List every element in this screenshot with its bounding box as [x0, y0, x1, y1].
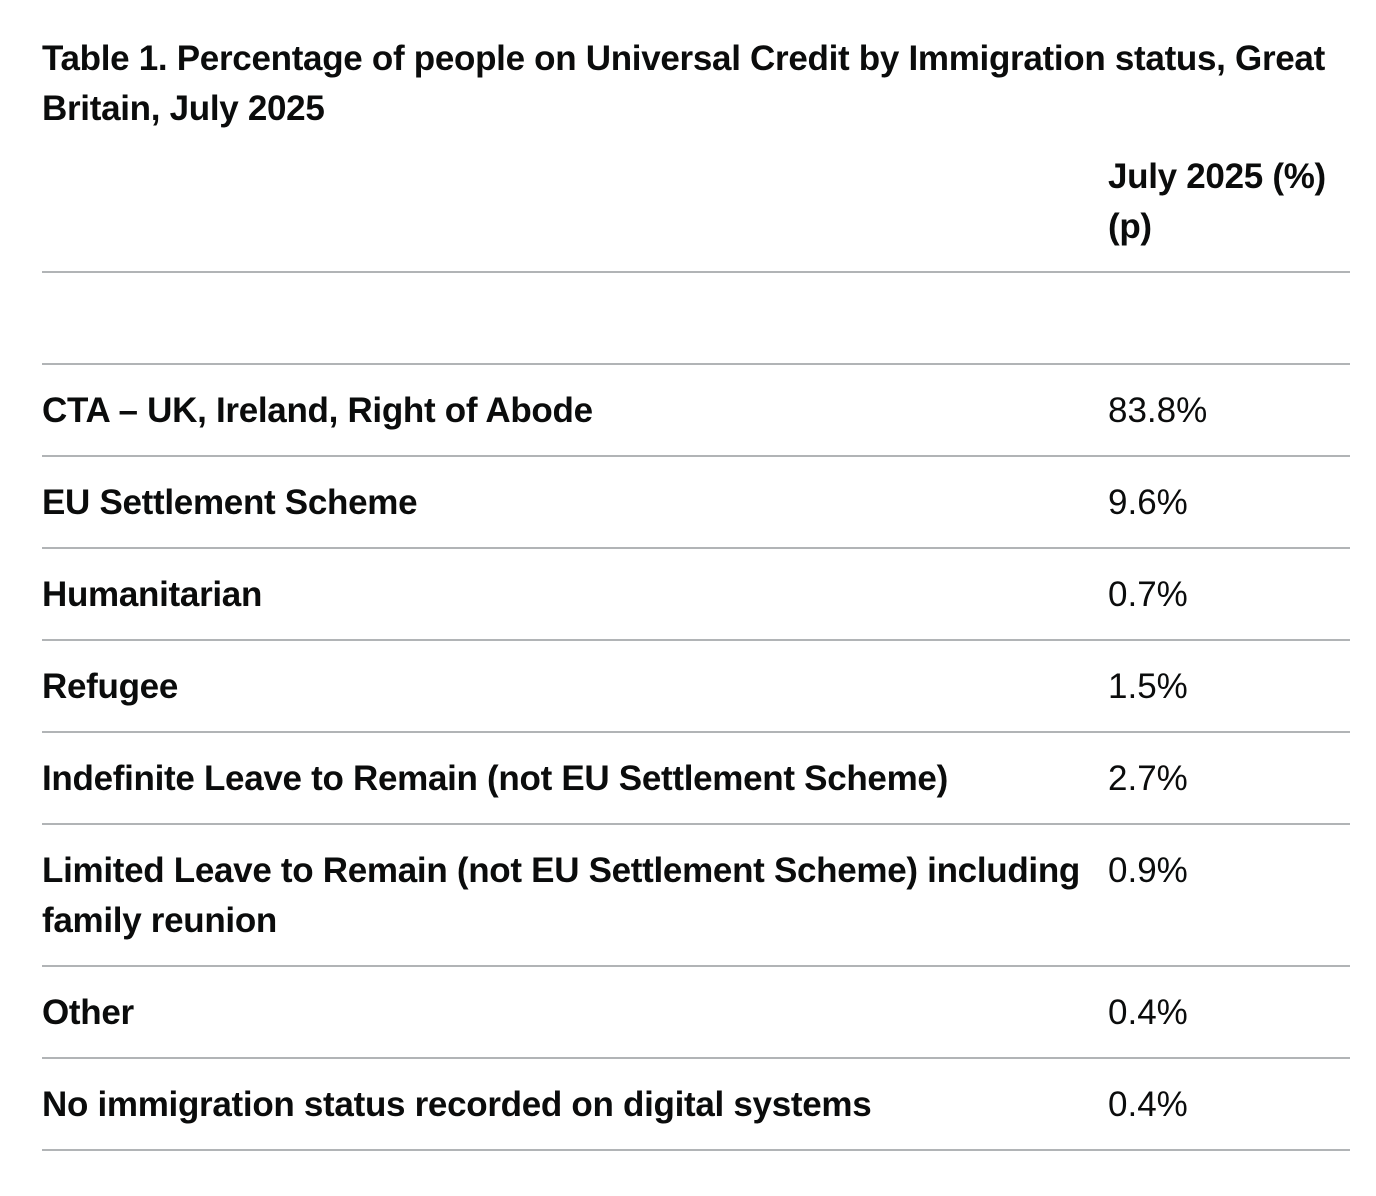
table-row: Indefinite Leave to Remain (not EU Settl… [42, 732, 1350, 825]
data-table: July 2025 (%) (p) CTA – UK, Ireland, Rig… [42, 152, 1350, 1151]
row-value: 2.7% [1108, 732, 1350, 825]
table-body: CTA – UK, Ireland, Right of Abode 83.8% … [42, 272, 1350, 1151]
row-label: Indefinite Leave to Remain (not EU Settl… [42, 732, 1108, 825]
table-header: July 2025 (%) (p) [42, 152, 1350, 273]
empty-cell [42, 272, 1108, 365]
header-value-cell: July 2025 (%) (p) [1108, 152, 1350, 273]
empty-row [42, 272, 1350, 365]
header-label-cell [42, 152, 1108, 273]
row-value: 0.9% [1108, 824, 1350, 967]
row-value: 0.4% [1108, 966, 1350, 1059]
row-value: 0.4% [1108, 1058, 1350, 1151]
row-value: 83.8% [1108, 364, 1350, 457]
row-label: EU Settlement Scheme [42, 456, 1108, 549]
row-label: No immigration status recorded on digita… [42, 1058, 1108, 1151]
row-value: 0.7% [1108, 548, 1350, 641]
row-label: Other [42, 966, 1108, 1059]
table-row: CTA – UK, Ireland, Right of Abode 83.8% [42, 364, 1350, 457]
row-label: Humanitarian [42, 548, 1108, 641]
row-label: CTA – UK, Ireland, Right of Abode [42, 364, 1108, 457]
empty-cell [1108, 272, 1350, 365]
table-row: Limited Leave to Remain (not EU Settleme… [42, 824, 1350, 967]
table-caption: Table 1. Percentage of people on Univers… [42, 39, 1325, 128]
header-row: July 2025 (%) (p) [42, 152, 1350, 273]
row-label: Limited Leave to Remain (not EU Settleme… [42, 824, 1108, 967]
table-row: No immigration status recorded on digita… [42, 1058, 1350, 1151]
row-value: 1.5% [1108, 640, 1350, 733]
table-row: Refugee 1.5% [42, 640, 1350, 733]
table-row: Humanitarian 0.7% [42, 548, 1350, 641]
row-value: 9.6% [1108, 456, 1350, 549]
row-label: Refugee [42, 640, 1108, 733]
table-row: Other 0.4% [42, 966, 1350, 1059]
table-row: EU Settlement Scheme 9.6% [42, 456, 1350, 549]
